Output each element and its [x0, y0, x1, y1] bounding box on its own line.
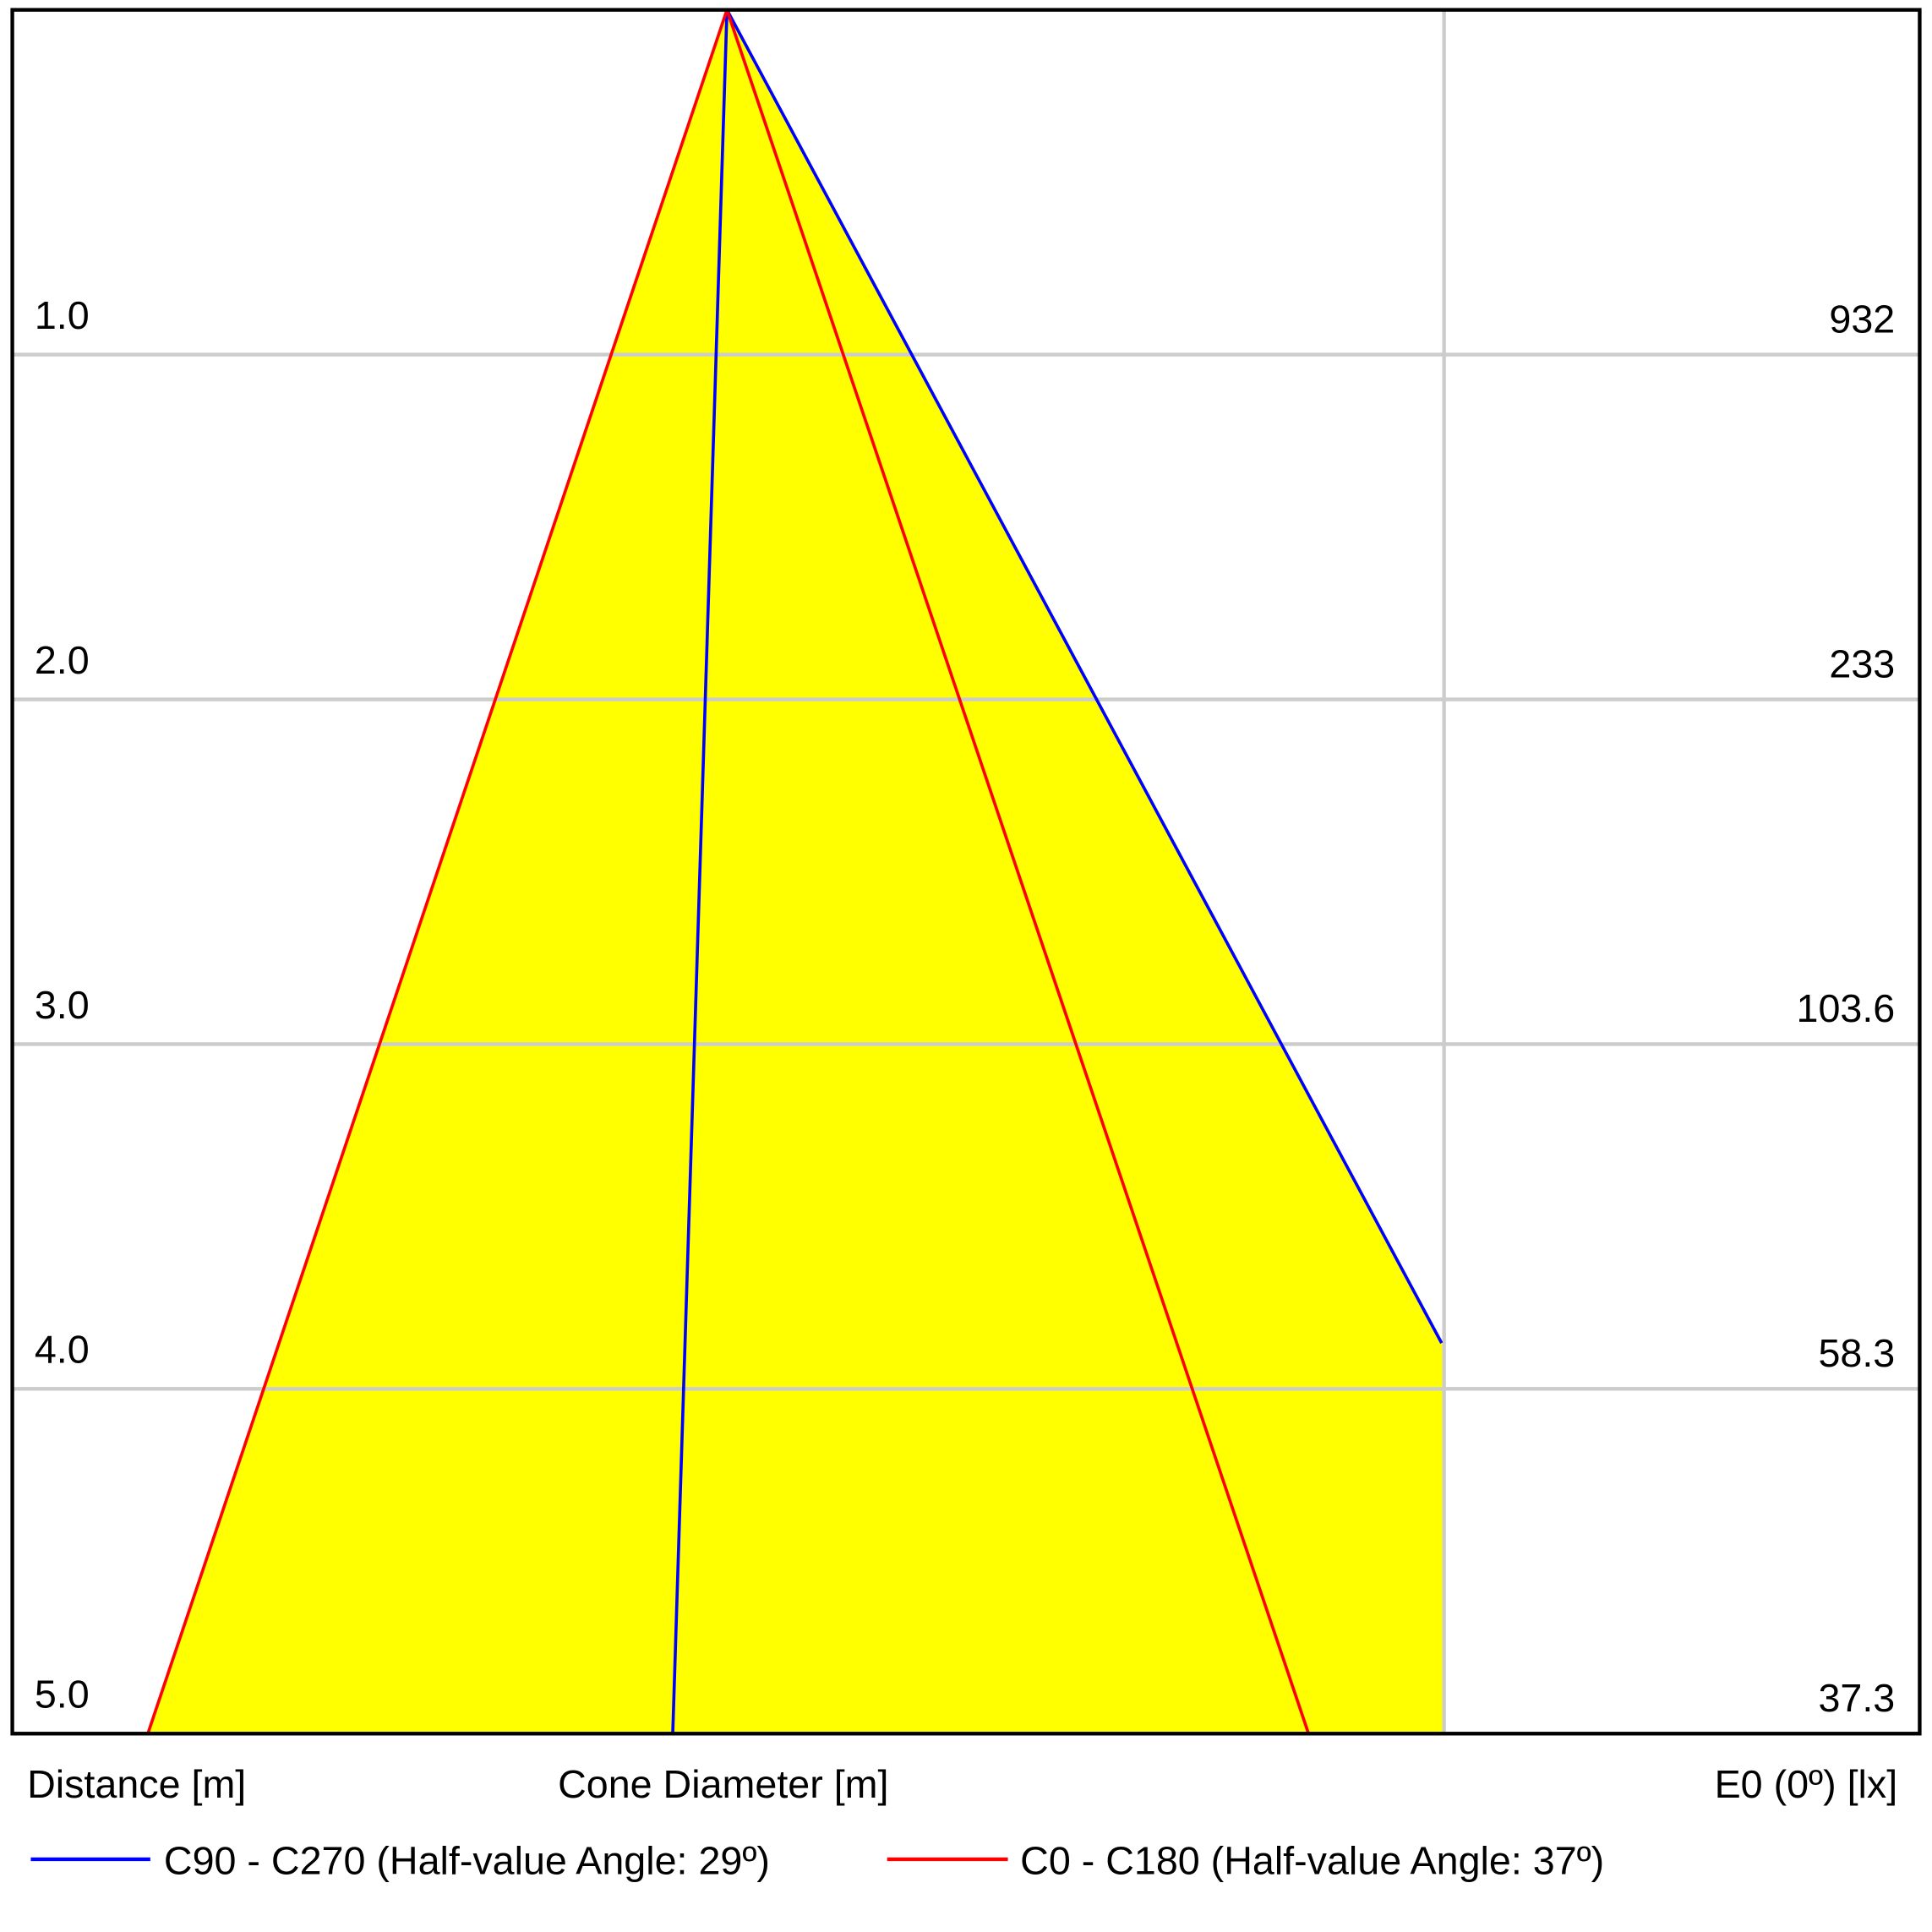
c0-line — [146, 9, 729, 1734]
y-tick-label: 3.0 — [35, 983, 90, 1027]
illuminance-label: 233 — [1829, 641, 1895, 685]
illuminance-label: 103.6 — [1797, 986, 1896, 1030]
c270-line — [725, 8, 1444, 1344]
c90-line — [671, 9, 729, 1734]
c180-line — [725, 9, 1311, 1734]
legend-entry: C0 - C180 (Half-value Angle: 37º) — [1020, 1838, 1604, 1882]
frame — [10, 8, 1922, 1736]
illuminance-label: 58.3 — [1818, 1331, 1895, 1375]
legend-entry: C90 - C270 (Half-value Angle: 29º) — [164, 1838, 770, 1882]
axis-label: Cone Diameter [m] — [558, 1762, 888, 1806]
y-tick-label: 5.0 — [35, 1673, 90, 1716]
axis-label: Distance [m] — [27, 1762, 246, 1806]
y-tick-label: 1.0 — [35, 293, 90, 337]
cone-area — [147, 9, 1444, 1734]
illuminance-label: 932 — [1829, 297, 1895, 341]
y-tick-label: 2.0 — [35, 638, 90, 682]
y-tick-label: 4.0 — [35, 1328, 90, 1372]
illuminance-label: 37.3 — [1818, 1676, 1895, 1720]
axis-label: E0 (0º) [lx] — [1715, 1762, 1898, 1806]
